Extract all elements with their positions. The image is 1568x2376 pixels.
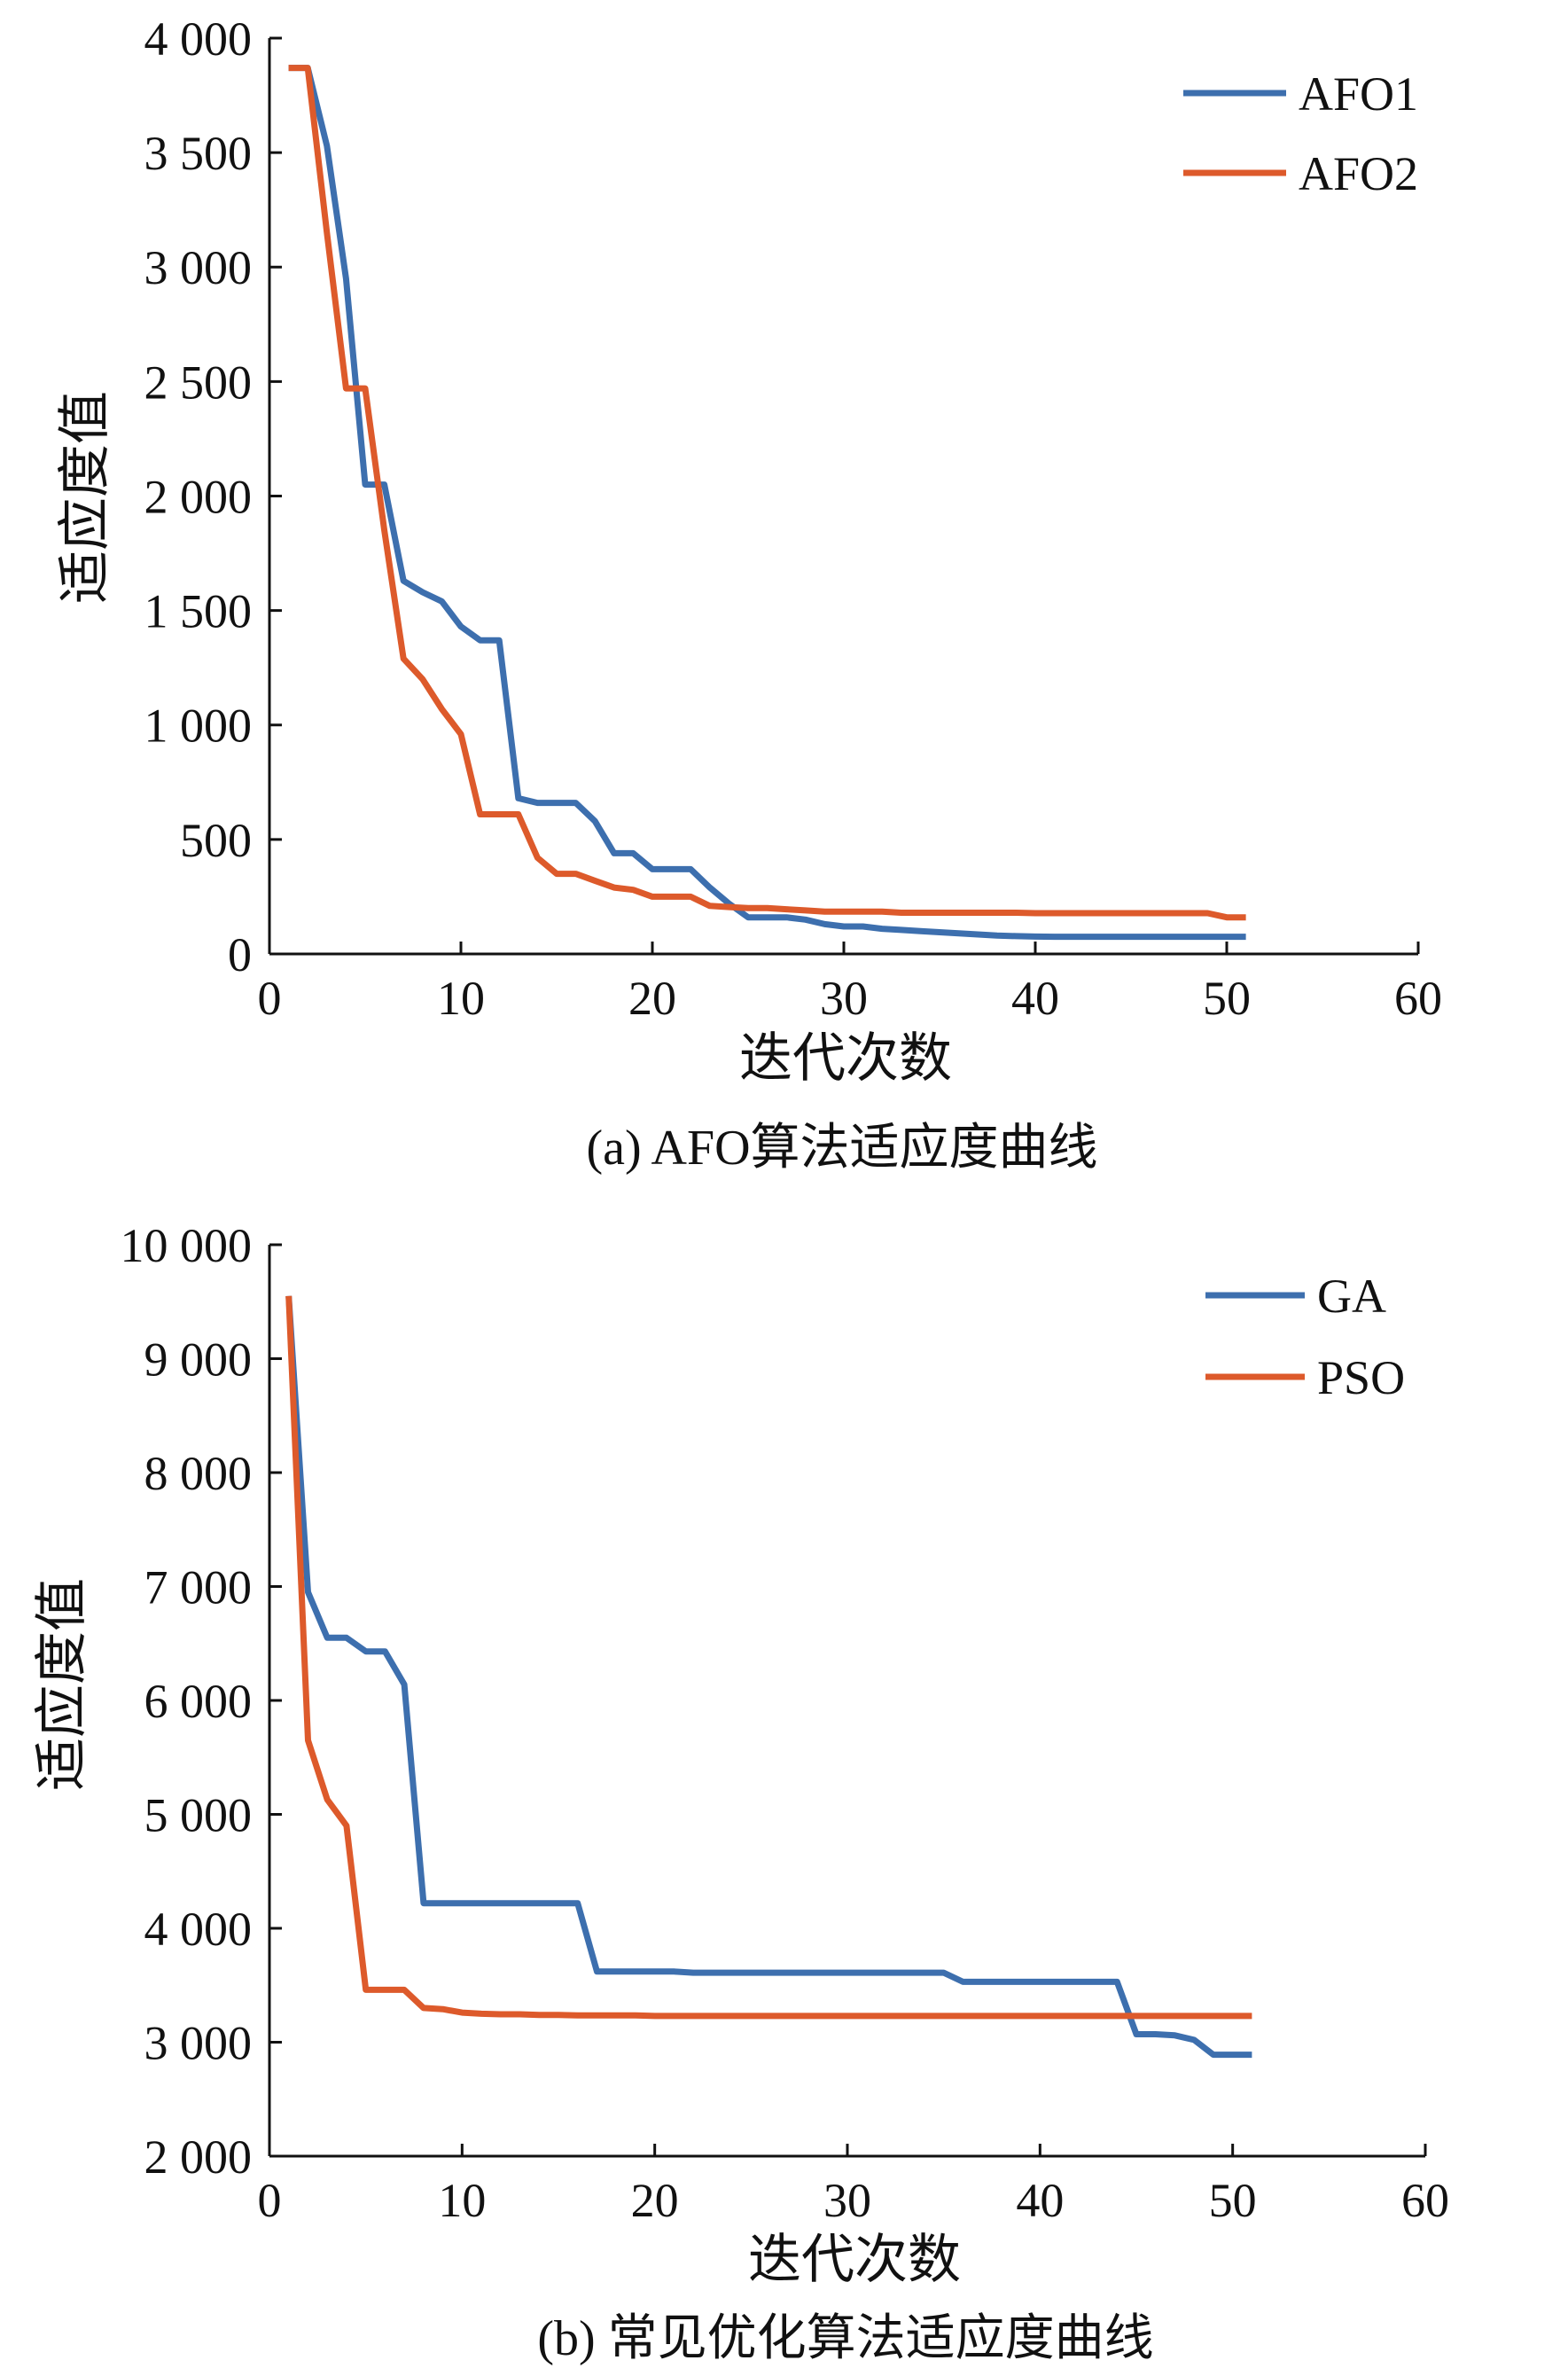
chart-afo: 0 500 1 000 1 500 2 000 2 500 3 000 3 500 4 000 0…: [56, 12, 1442, 1176]
series-line-afo1: [288, 65, 1246, 941]
chart-common-algorithms: 2 000 3 000 4 000 5 000 6 000 7 000 8 000 9 000…: [33, 1219, 1449, 2366]
figure-caption: (b) 常见优化算法适应度曲线: [537, 2311, 1153, 2366]
y-axis-title: 适应度值: [56, 391, 114, 604]
x-tick-label: 20: [628, 972, 676, 1025]
y-tick-label: 10 000: [121, 1219, 253, 1272]
y-tick-label: 9 000: [144, 1333, 253, 1386]
y-tick-label: 4 000: [144, 1903, 253, 1956]
x-tick-label: 10: [437, 972, 485, 1025]
y-tick-label: 3 500: [144, 127, 253, 180]
x-tick-label: 20: [631, 2174, 679, 2227]
y-tick-label: 4 000: [144, 12, 253, 66]
x-tick-label: 60: [1394, 972, 1442, 1025]
series-line-pso: [285, 1295, 1252, 2020]
y-tick-label: 0: [228, 928, 252, 981]
figure-caption: (a) AFO算法适应度曲线: [586, 1121, 1097, 1176]
y-tick-label: 7 000: [144, 1560, 253, 1614]
legend-label-ga: GA: [1317, 1270, 1386, 1323]
legend-label-pso: PSO: [1317, 1351, 1405, 1404]
x-tick-label: 40: [1016, 2174, 1064, 2227]
y-tick-label: 1 500: [144, 585, 253, 638]
y-tick-label: 500: [180, 814, 252, 867]
x-tick-label: 50: [1203, 972, 1251, 1025]
y-tick-label: 3 000: [144, 2016, 253, 2069]
x-tick-label: 0: [258, 972, 282, 1025]
y-tick-label: 3 000: [144, 241, 253, 294]
legend-label-afo2: AFO2: [1299, 147, 1418, 200]
x-tick-label: 40: [1011, 972, 1059, 1025]
x-axis-title: 迭代次数: [739, 1029, 952, 1088]
x-axis-title: 迭代次数: [748, 2231, 961, 2289]
y-tick-label: 2 500: [144, 356, 253, 409]
x-tick-label: 30: [820, 972, 868, 1025]
x-tick-label: 60: [1401, 2174, 1449, 2227]
x-tick-label: 50: [1209, 2174, 1257, 2227]
x-tick-label: 10: [438, 2174, 486, 2227]
y-tick-label: 1 000: [144, 700, 253, 753]
y-axis-title: 适应度值: [33, 1578, 91, 1791]
legend-label-afo1: AFO1: [1299, 67, 1418, 121]
y-tick-label: 2 000: [144, 2130, 253, 2184]
y-tick-label: 2 000: [144, 470, 253, 523]
x-tick-label: 30: [823, 2174, 871, 2227]
x-tick-label: 0: [258, 2174, 282, 2227]
series-line-ga: [285, 1295, 1252, 2059]
y-tick-label: 5 000: [144, 1788, 253, 1841]
y-tick-label: 6 000: [144, 1675, 253, 1728]
y-tick-label: 8 000: [144, 1447, 253, 1500]
series-line-afo2: [288, 65, 1246, 921]
